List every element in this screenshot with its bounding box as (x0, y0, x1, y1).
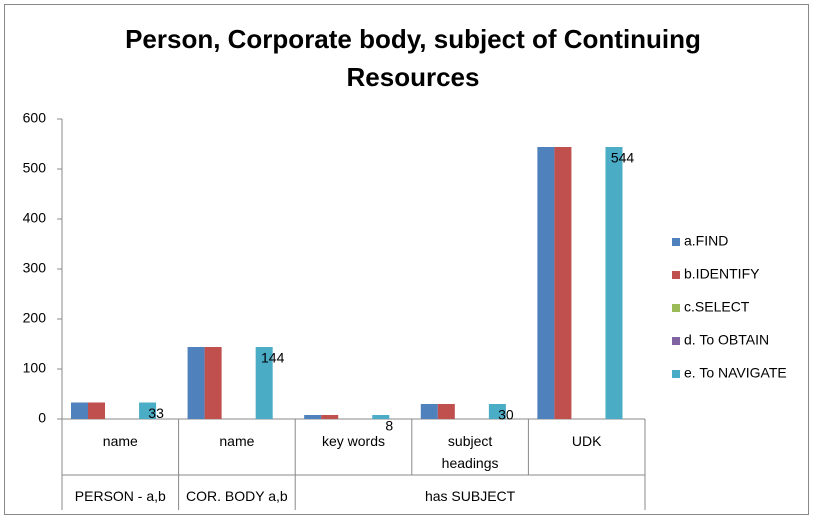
x-tick-label: name (102, 433, 138, 449)
bar (255, 347, 273, 419)
y-tick-label: 0 (38, 410, 46, 426)
x-tick-label: UDK (571, 433, 602, 449)
bar (88, 402, 106, 419)
bar (420, 404, 438, 419)
legend-swatch (672, 304, 680, 312)
bar (605, 147, 623, 419)
bar (554, 147, 572, 419)
data-label: 144 (261, 350, 285, 366)
bar (204, 347, 222, 419)
bar (321, 415, 339, 419)
bar (187, 347, 205, 419)
chart-title: Person, Corporate body, subject of Conti… (125, 24, 701, 92)
y-tick-label: 500 (23, 160, 47, 176)
x-tick-label: key words (321, 433, 385, 449)
legend-swatch (672, 370, 680, 378)
legend-label: a.FIND (684, 233, 728, 249)
x-tick-label: subject headings (441, 433, 499, 471)
bar (372, 415, 390, 419)
y-tick-label: 200 (23, 310, 47, 326)
y-tick-label: 300 (23, 260, 47, 276)
group-label: COR. BODY a,b (186, 488, 288, 504)
frame (4, 4, 809, 515)
legend-label: e. To NAVIGATE (684, 365, 787, 381)
y-tick-label: 600 (23, 110, 47, 126)
bar (537, 147, 555, 419)
data-label: 33 (148, 405, 164, 421)
bar (139, 402, 157, 419)
group-label: PERSON - a,b (74, 488, 166, 504)
legend-label: b.IDENTIFY (684, 266, 760, 282)
bar (304, 415, 322, 419)
data-label: 8 (385, 418, 393, 434)
legend-swatch (672, 238, 680, 246)
data-label: 30 (498, 407, 514, 423)
bar (488, 404, 506, 419)
legend-swatch (672, 271, 680, 279)
legend-label: c.SELECT (684, 299, 750, 315)
y-tick-label: 100 (23, 360, 47, 376)
legend-label: d. To OBTAIN (684, 332, 769, 348)
data-label: 544 (611, 150, 635, 166)
bar (70, 402, 89, 419)
bar (437, 404, 455, 419)
group-label: has SUBJECT (424, 488, 516, 504)
legend-swatch (672, 337, 680, 345)
x-tick-label: name (219, 433, 255, 449)
y-tick-label: 400 (23, 210, 47, 226)
